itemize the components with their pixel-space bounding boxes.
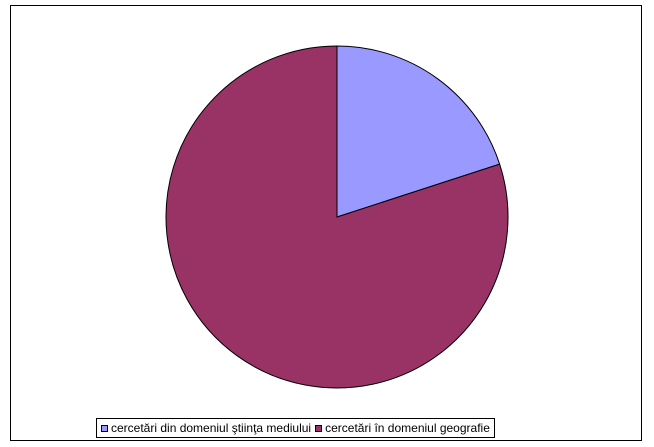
- legend-label-0: cercetări din domeniul ştiinţa mediului: [111, 421, 312, 435]
- legend-item-1: cercetări în domeniul geografie: [315, 422, 490, 434]
- pie-chart: [165, 45, 509, 389]
- legend-item-0: cercetări din domeniul ştiinţa mediului: [101, 422, 311, 434]
- legend-label-1: cercetări în domeniul geografie: [325, 421, 490, 435]
- legend-swatch-1: [315, 424, 323, 432]
- chart-frame: [10, 5, 642, 441]
- legend-swatch-0: [101, 424, 108, 432]
- legend: cercetări din domeniul ştiinţa mediului …: [96, 418, 495, 438]
- pie-slice-0: [336, 45, 501, 218]
- pie-slice-1: [165, 45, 509, 389]
